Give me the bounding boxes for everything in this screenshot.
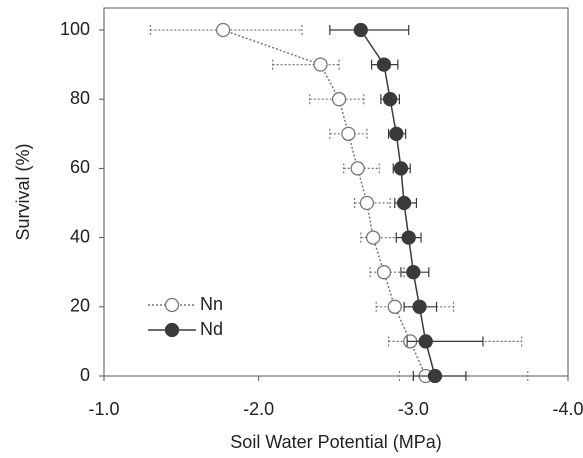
data-point bbox=[393, 161, 409, 176]
data-point bbox=[406, 265, 421, 280]
data-point bbox=[427, 368, 443, 384]
data-point bbox=[313, 57, 328, 72]
legend-marker bbox=[164, 297, 180, 313]
plot-frame bbox=[103, 7, 569, 377]
data-point bbox=[341, 126, 356, 141]
data-point bbox=[365, 230, 381, 245]
y-tick-label: 60 bbox=[70, 157, 90, 177]
y-axis-label: Survival (%) bbox=[13, 143, 33, 240]
data-point bbox=[396, 195, 412, 211]
error-bar bbox=[329, 25, 410, 35]
error-bar bbox=[149, 25, 303, 35]
error-bar bbox=[309, 94, 365, 105]
x-axis-label: Soil Water Potential (MPa) bbox=[230, 432, 441, 452]
data-point bbox=[359, 195, 375, 211]
data-point bbox=[353, 22, 368, 38]
y-tick-label: 20 bbox=[70, 296, 90, 316]
legend-marker bbox=[164, 322, 180, 338]
legend-label: Nd bbox=[200, 319, 223, 339]
series-line bbox=[222, 29, 427, 377]
data-point bbox=[376, 265, 392, 280]
x-tick-label: -1.0 bbox=[88, 399, 119, 419]
data-point bbox=[387, 299, 402, 314]
error-bar bbox=[329, 128, 368, 139]
error-bar bbox=[271, 59, 340, 70]
data-point bbox=[418, 334, 433, 349]
y-tick-label: 100 bbox=[60, 19, 90, 39]
y-tick-label: 40 bbox=[70, 226, 90, 246]
data-point bbox=[389, 126, 404, 141]
data-point bbox=[382, 92, 398, 107]
data-point bbox=[376, 57, 392, 72]
error-bar bbox=[387, 336, 523, 347]
x-tick-label: -4.0 bbox=[552, 399, 583, 419]
legend-label: Nn bbox=[200, 294, 223, 314]
data-point bbox=[215, 22, 231, 38]
x-tick-label: -2.0 bbox=[243, 399, 274, 419]
error-bar bbox=[406, 336, 484, 347]
y-tick-label: 80 bbox=[70, 88, 90, 108]
data-point bbox=[412, 299, 427, 314]
y-tick-label: 0 bbox=[80, 365, 90, 385]
data-point bbox=[350, 161, 365, 176]
data-point bbox=[401, 230, 416, 245]
x-tick-label: -3.0 bbox=[398, 399, 429, 419]
data-point bbox=[331, 92, 347, 107]
